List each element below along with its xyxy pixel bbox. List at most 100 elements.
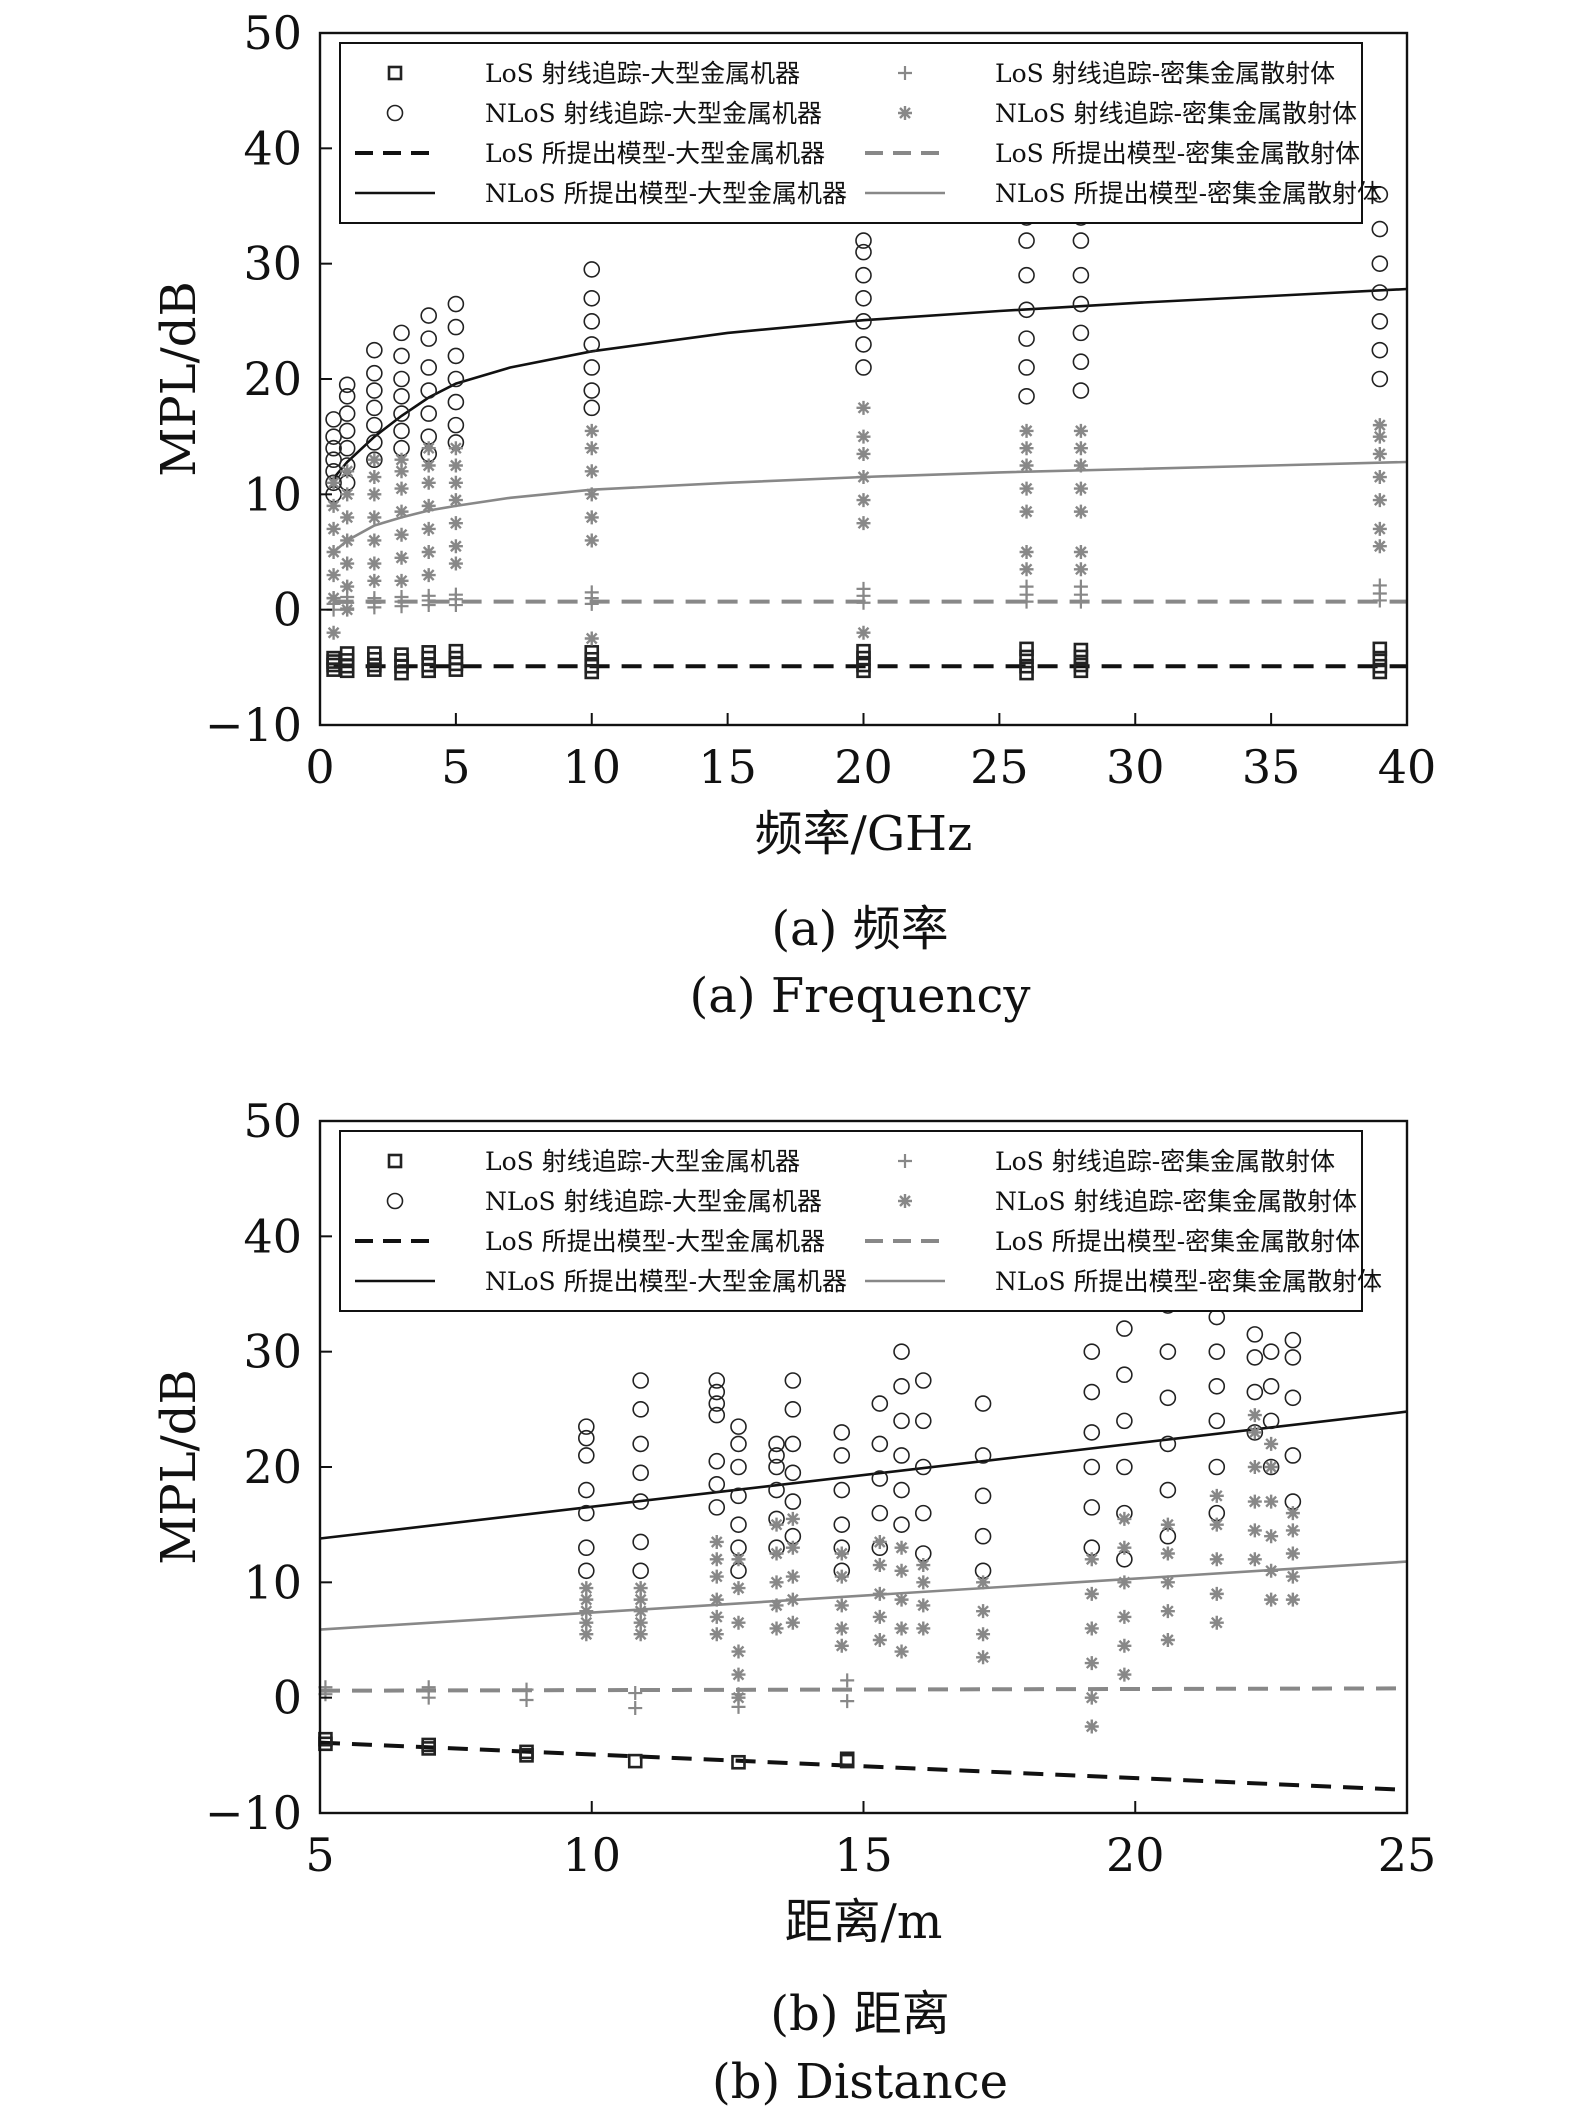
data-point xyxy=(769,1598,784,1613)
data-point xyxy=(578,1562,595,1580)
data-point xyxy=(578,1418,595,1435)
data-point xyxy=(519,1682,534,1697)
data-point xyxy=(872,1586,887,1601)
data-point xyxy=(834,1546,849,1561)
data-point xyxy=(894,1644,909,1659)
data-point xyxy=(584,631,599,646)
x-tick-label: 0 xyxy=(305,740,334,794)
x-axis-label: 频率/GHz xyxy=(755,806,973,862)
data-point xyxy=(1209,1488,1224,1503)
data-point xyxy=(833,1481,851,1499)
data-point xyxy=(394,589,409,604)
data-point xyxy=(366,382,383,399)
data-point xyxy=(1209,1586,1224,1601)
legend-label: NLoS 射线追踪-密集金属散射体 xyxy=(995,1187,1357,1216)
data-point xyxy=(730,1458,747,1476)
data-point xyxy=(855,313,872,330)
series-line-6 xyxy=(319,1410,1408,1540)
data-point xyxy=(393,405,410,422)
data-point xyxy=(1117,1575,1132,1590)
data-point xyxy=(894,1621,909,1636)
data-point xyxy=(448,587,463,602)
legend-label: LoS 所提出模型-大型金属机器 xyxy=(485,139,825,168)
data-point xyxy=(1073,504,1088,519)
data-point xyxy=(833,1424,851,1441)
data-point xyxy=(367,556,382,571)
series-line-5 xyxy=(319,1686,1408,1693)
data-point xyxy=(840,1673,855,1688)
data-point xyxy=(1084,1719,1099,1734)
data-point xyxy=(633,1592,648,1607)
data-point xyxy=(326,475,341,490)
data-point xyxy=(1264,1436,1279,1451)
caption-cn-frequency: (a) 频率 xyxy=(771,901,948,957)
data-point xyxy=(1073,642,1089,658)
data-point xyxy=(769,1517,784,1532)
data-point xyxy=(1247,1494,1262,1509)
y-tick-label: 10 xyxy=(243,1555,302,1609)
data-point xyxy=(1117,1540,1132,1555)
legend-label: NLoS 射线追踪-密集金属散射体 xyxy=(995,99,1357,128)
data-point xyxy=(366,364,383,382)
data-point xyxy=(1246,1424,1264,1441)
data-point xyxy=(1284,1349,1302,1366)
legend-label: NLoS 所提出模型-大型金属机器 xyxy=(485,179,847,208)
data-point xyxy=(834,1621,849,1636)
x-tick-label: 5 xyxy=(441,740,470,794)
data-point xyxy=(708,1395,726,1412)
data-point xyxy=(871,1435,889,1453)
data-point xyxy=(768,1458,785,1476)
data-point xyxy=(326,545,341,559)
data-point xyxy=(1246,1349,1264,1366)
data-point xyxy=(709,1609,724,1624)
x-tick-label: 25 xyxy=(970,740,1029,794)
data-point xyxy=(1019,545,1034,559)
data-point xyxy=(367,573,382,588)
data-point xyxy=(893,1516,910,1533)
legend-label: LoS 射线追踪-大型金属机器 xyxy=(485,59,800,88)
caption-en-frequency: (a) Frequency xyxy=(690,968,1031,1024)
y-tick-label: −10 xyxy=(205,1786,302,1840)
data-point xyxy=(1371,220,1389,238)
data-point xyxy=(1019,441,1034,456)
data-point xyxy=(325,411,342,428)
data-point xyxy=(393,370,410,388)
data-point xyxy=(834,1569,849,1584)
data-point xyxy=(1208,1377,1226,1395)
x-tick-label: 5 xyxy=(305,1828,334,1882)
data-point xyxy=(856,516,871,531)
data-point xyxy=(1372,429,1387,444)
data-point xyxy=(856,581,871,596)
data-point xyxy=(1073,441,1088,456)
legend-label: NLoS 射线追踪-大型金属机器 xyxy=(485,1187,822,1216)
data-point xyxy=(448,475,463,490)
data-point xyxy=(584,645,600,660)
data-point xyxy=(1072,324,1090,342)
data-point xyxy=(1372,641,1388,657)
data-point xyxy=(1019,481,1034,496)
data-point xyxy=(1160,1633,1175,1647)
y-axis-label: MPL/dB xyxy=(151,1369,207,1565)
data-point xyxy=(421,645,437,660)
data-point xyxy=(709,1552,724,1567)
data-point xyxy=(578,1504,595,1522)
data-point xyxy=(584,533,599,548)
data-point xyxy=(1019,579,1034,594)
data-point xyxy=(785,1540,800,1555)
legend-box xyxy=(339,1130,1363,1312)
data-point xyxy=(769,1621,784,1636)
data-point xyxy=(447,318,465,336)
data-point xyxy=(325,439,342,457)
data-point xyxy=(1018,266,1035,284)
y-tick-label: 50 xyxy=(243,1094,302,1148)
data-point xyxy=(1019,458,1034,473)
data-point xyxy=(1284,1331,1302,1349)
data-point xyxy=(1083,1343,1101,1360)
data-point xyxy=(840,1694,855,1709)
data-point xyxy=(769,1575,784,1590)
data-point xyxy=(421,521,436,536)
data-point xyxy=(893,1481,910,1499)
data-point xyxy=(632,1533,649,1551)
data-point xyxy=(367,487,382,502)
data-point xyxy=(420,330,438,347)
